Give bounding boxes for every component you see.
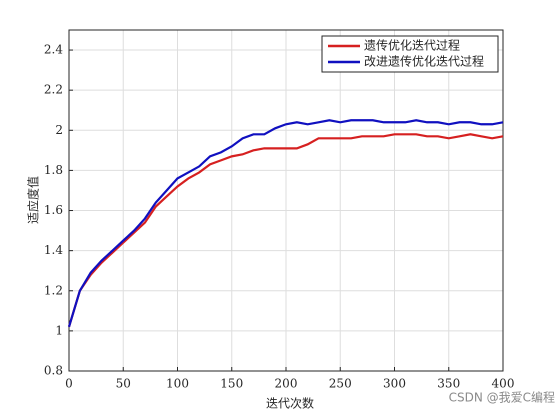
y-tick-label: 2.2: [44, 83, 63, 97]
y-tick-label: 1: [55, 323, 63, 337]
axes-box: [68, 29, 504, 372]
data-line: [67, 119, 504, 328]
x-tick-label: 0: [65, 377, 73, 391]
legend-box: [321, 35, 499, 73]
y-tick-label: 1.2: [44, 283, 63, 297]
x-axis-label: 迭代次数: [266, 396, 314, 411]
y-tick-label: 0.8: [44, 364, 63, 378]
y-tick-label: 2.4: [44, 43, 63, 57]
data-line: [67, 133, 504, 328]
x-tick-label: 50: [116, 377, 131, 391]
x-tick-label: 350: [437, 377, 460, 391]
y-tick-label: 1.4: [44, 243, 63, 257]
x-tick-label: 250: [329, 377, 352, 391]
y-tick-label: 2: [55, 123, 63, 137]
y-tick-label: 1.8: [44, 163, 63, 177]
x-tick-label: 400: [492, 377, 515, 391]
watermark: CSDN @我爱C编程: [449, 390, 555, 405]
legend-label: 遗传优化迭代过程: [364, 38, 460, 53]
x-tick-label: 150: [220, 377, 243, 391]
legend-label: 改进遗传优化迭代过程: [364, 54, 484, 69]
y-axis-label: 适应度值: [26, 176, 41, 224]
x-tick-label: 100: [166, 377, 189, 391]
x-tick-label: 300: [383, 377, 406, 391]
y-tick-label: 1.6: [44, 203, 63, 217]
x-tick-label: 200: [275, 377, 298, 391]
